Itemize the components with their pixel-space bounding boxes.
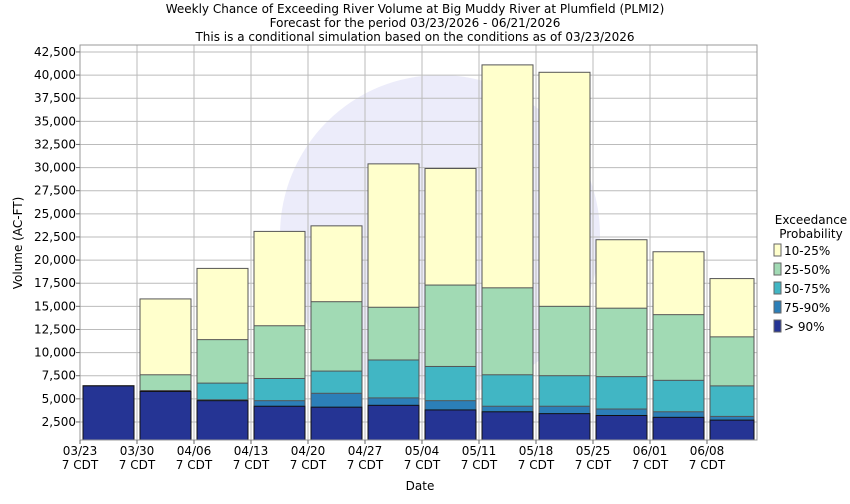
x-tick-sublabel: 7 CDT xyxy=(689,458,726,472)
y-tick-label: 20,000 xyxy=(34,253,76,267)
y-tick-label: 2,500 xyxy=(42,415,76,429)
bar-90-06-01 xyxy=(652,416,705,441)
x-tick-sublabel: 7 CDT xyxy=(347,458,384,472)
x-tick-label: 04/06 xyxy=(177,444,212,458)
bar-90-04-20 xyxy=(310,406,363,441)
legend-label: 25-50% xyxy=(784,263,830,277)
x-tick-label: 05/18 xyxy=(519,444,554,458)
x-tick-label: 05/25 xyxy=(576,444,611,458)
legend-label: 50-75% xyxy=(784,282,830,296)
y-tick-label: 5,000 xyxy=(42,392,76,406)
bars xyxy=(82,64,755,441)
x-tick-label: 05/04 xyxy=(405,444,440,458)
y-tick-label: 37,500 xyxy=(34,91,76,105)
plot-frame xyxy=(79,44,758,441)
x-tick-sublabel: 7 CDT xyxy=(119,458,156,472)
legend-label: > 90% xyxy=(784,320,825,334)
x-tick-label: 06/08 xyxy=(690,444,725,458)
chart-subtitle-2: This is a conditional simulation based o… xyxy=(194,30,634,44)
x-axis-label: Date xyxy=(406,479,435,493)
x-tick-sublabel: 7 CDT xyxy=(461,458,498,472)
y-tick-label: 22,500 xyxy=(34,230,76,244)
legend-title-2: Probability xyxy=(779,227,842,241)
y-tick-label: 42,500 xyxy=(34,45,76,59)
y-tick-label: 7,500 xyxy=(42,369,76,383)
x-tick-sublabel: 7 CDT xyxy=(632,458,669,472)
bar-90-04-27 xyxy=(367,404,420,441)
y-tick-label: 32,500 xyxy=(34,137,76,151)
x-tick-label: 03/30 xyxy=(120,444,155,458)
legend-swatch xyxy=(773,281,782,295)
legend-swatch xyxy=(773,243,782,257)
y-axis: 2,500 5,000 7,500 10,000 12,500 15,000 17,500 2… xyxy=(34,45,80,429)
y-tick-label: 17,500 xyxy=(34,276,76,290)
x-tick-label: 03/23 xyxy=(63,444,98,458)
bar-90-03-23 xyxy=(82,385,135,441)
legend-title-1: Exceedance xyxy=(775,213,847,227)
x-tick-label: 04/20 xyxy=(291,444,326,458)
bar-90-05-25 xyxy=(595,414,648,441)
x-tick-sublabel: 7 CDT xyxy=(518,458,555,472)
legend: Exceedance Probability 10-25% 25-50% 50-75… xyxy=(773,213,847,334)
x-tick-sublabel: 7 CDT xyxy=(290,458,327,472)
x-tick-label: 04/13 xyxy=(234,444,269,458)
y-tick-label: 30,000 xyxy=(34,161,76,175)
y-tick-label: 25,000 xyxy=(34,207,76,221)
chart-subtitle: Forecast for the period 03/23/2026 - 06/… xyxy=(270,16,561,30)
y-tick-label: 35,000 xyxy=(34,114,76,128)
bar-90-04-06 xyxy=(196,400,249,441)
legend-swatch xyxy=(773,319,782,333)
x-tick-sublabel: 7 CDT xyxy=(176,458,213,472)
bar-90-04-13 xyxy=(253,405,306,441)
bar-90-05-04 xyxy=(424,409,477,441)
bar-90-05-18 xyxy=(538,413,591,441)
bar-90-05-11 xyxy=(481,411,534,441)
legend-swatch xyxy=(773,300,782,314)
legend-label: 75-90% xyxy=(784,301,830,315)
x-tick-sublabel: 7 CDT xyxy=(404,458,441,472)
x-tick-sublabel: 7 CDT xyxy=(575,458,612,472)
chart-title: Weekly Chance of Exceeding River Volume … xyxy=(166,2,665,16)
y-axis-label: Volume (AC-FT) xyxy=(11,197,25,290)
y-tick-label: 15,000 xyxy=(34,299,76,313)
legend-label: 10-25% xyxy=(784,244,830,258)
x-tick-label: 04/27 xyxy=(348,444,383,458)
x-tick-label: 05/11 xyxy=(462,444,497,458)
x-tick-label: 06/01 xyxy=(633,444,668,458)
x-tick-sublabel: 7 CDT xyxy=(62,458,99,472)
x-tick-sublabel: 7 CDT xyxy=(233,458,270,472)
legend-swatch xyxy=(773,262,782,276)
y-tick-label: 27,500 xyxy=(34,184,76,198)
bar-90-06-08 xyxy=(709,419,755,441)
y-tick-label: 10,000 xyxy=(34,346,76,360)
bar-90-03-30 xyxy=(139,390,192,441)
y-tick-label: 40,000 xyxy=(34,68,76,82)
y-tick-label: 12,500 xyxy=(34,322,76,336)
